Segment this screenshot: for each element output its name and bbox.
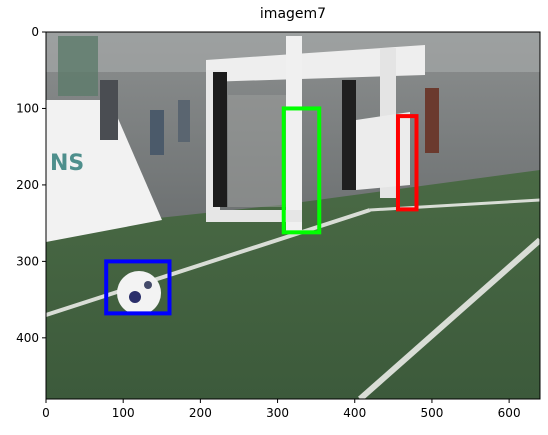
photo-scene: NS: [46, 32, 540, 399]
goal-net-dark: [213, 72, 227, 207]
goal-base: [206, 210, 302, 222]
x-tick-label: 0: [42, 406, 50, 420]
y-tick-label: 400: [16, 331, 39, 345]
ball-pattern: [144, 281, 152, 289]
ball-pattern: [129, 291, 141, 303]
y-tick-label: 200: [16, 178, 39, 192]
green-post-box: [281, 106, 322, 235]
x-tick-label: 400: [343, 406, 366, 420]
axes-frame: [45, 31, 541, 400]
field-line: [358, 237, 540, 399]
spectator: [178, 100, 190, 142]
y-tick-label: 100: [16, 101, 39, 115]
spectator: [150, 110, 164, 155]
banner-text: NS: [50, 151, 84, 176]
field-line: [46, 208, 371, 317]
goal-net-dark: [342, 80, 356, 190]
x-tick-label: 300: [266, 406, 289, 420]
x-tick-label: 500: [420, 406, 443, 420]
ball-box: [104, 259, 172, 316]
x-tick-label: 200: [189, 406, 212, 420]
x-tick-label: 600: [498, 406, 521, 420]
goal-post-right: [286, 36, 302, 231]
y-tick-label: 300: [16, 254, 39, 268]
grass-field: [46, 170, 540, 399]
x-axis: 0 100 200 300 400 500 600: [42, 399, 521, 420]
right-board: [356, 112, 410, 190]
goal-net: [228, 95, 286, 207]
goal-crossbar: [206, 45, 425, 82]
figure-title: imagem7: [259, 6, 327, 22]
x-tick-label: 100: [112, 406, 135, 420]
y-axis: 0 100 200 300 400: [16, 25, 46, 345]
y-tick-label: 0: [31, 25, 39, 39]
bounding-boxes: [104, 106, 419, 316]
left-banner: [46, 100, 162, 242]
spectator: [58, 36, 98, 96]
red-post-box: [395, 114, 419, 212]
spectator: [100, 80, 118, 140]
spectator: [425, 88, 439, 153]
